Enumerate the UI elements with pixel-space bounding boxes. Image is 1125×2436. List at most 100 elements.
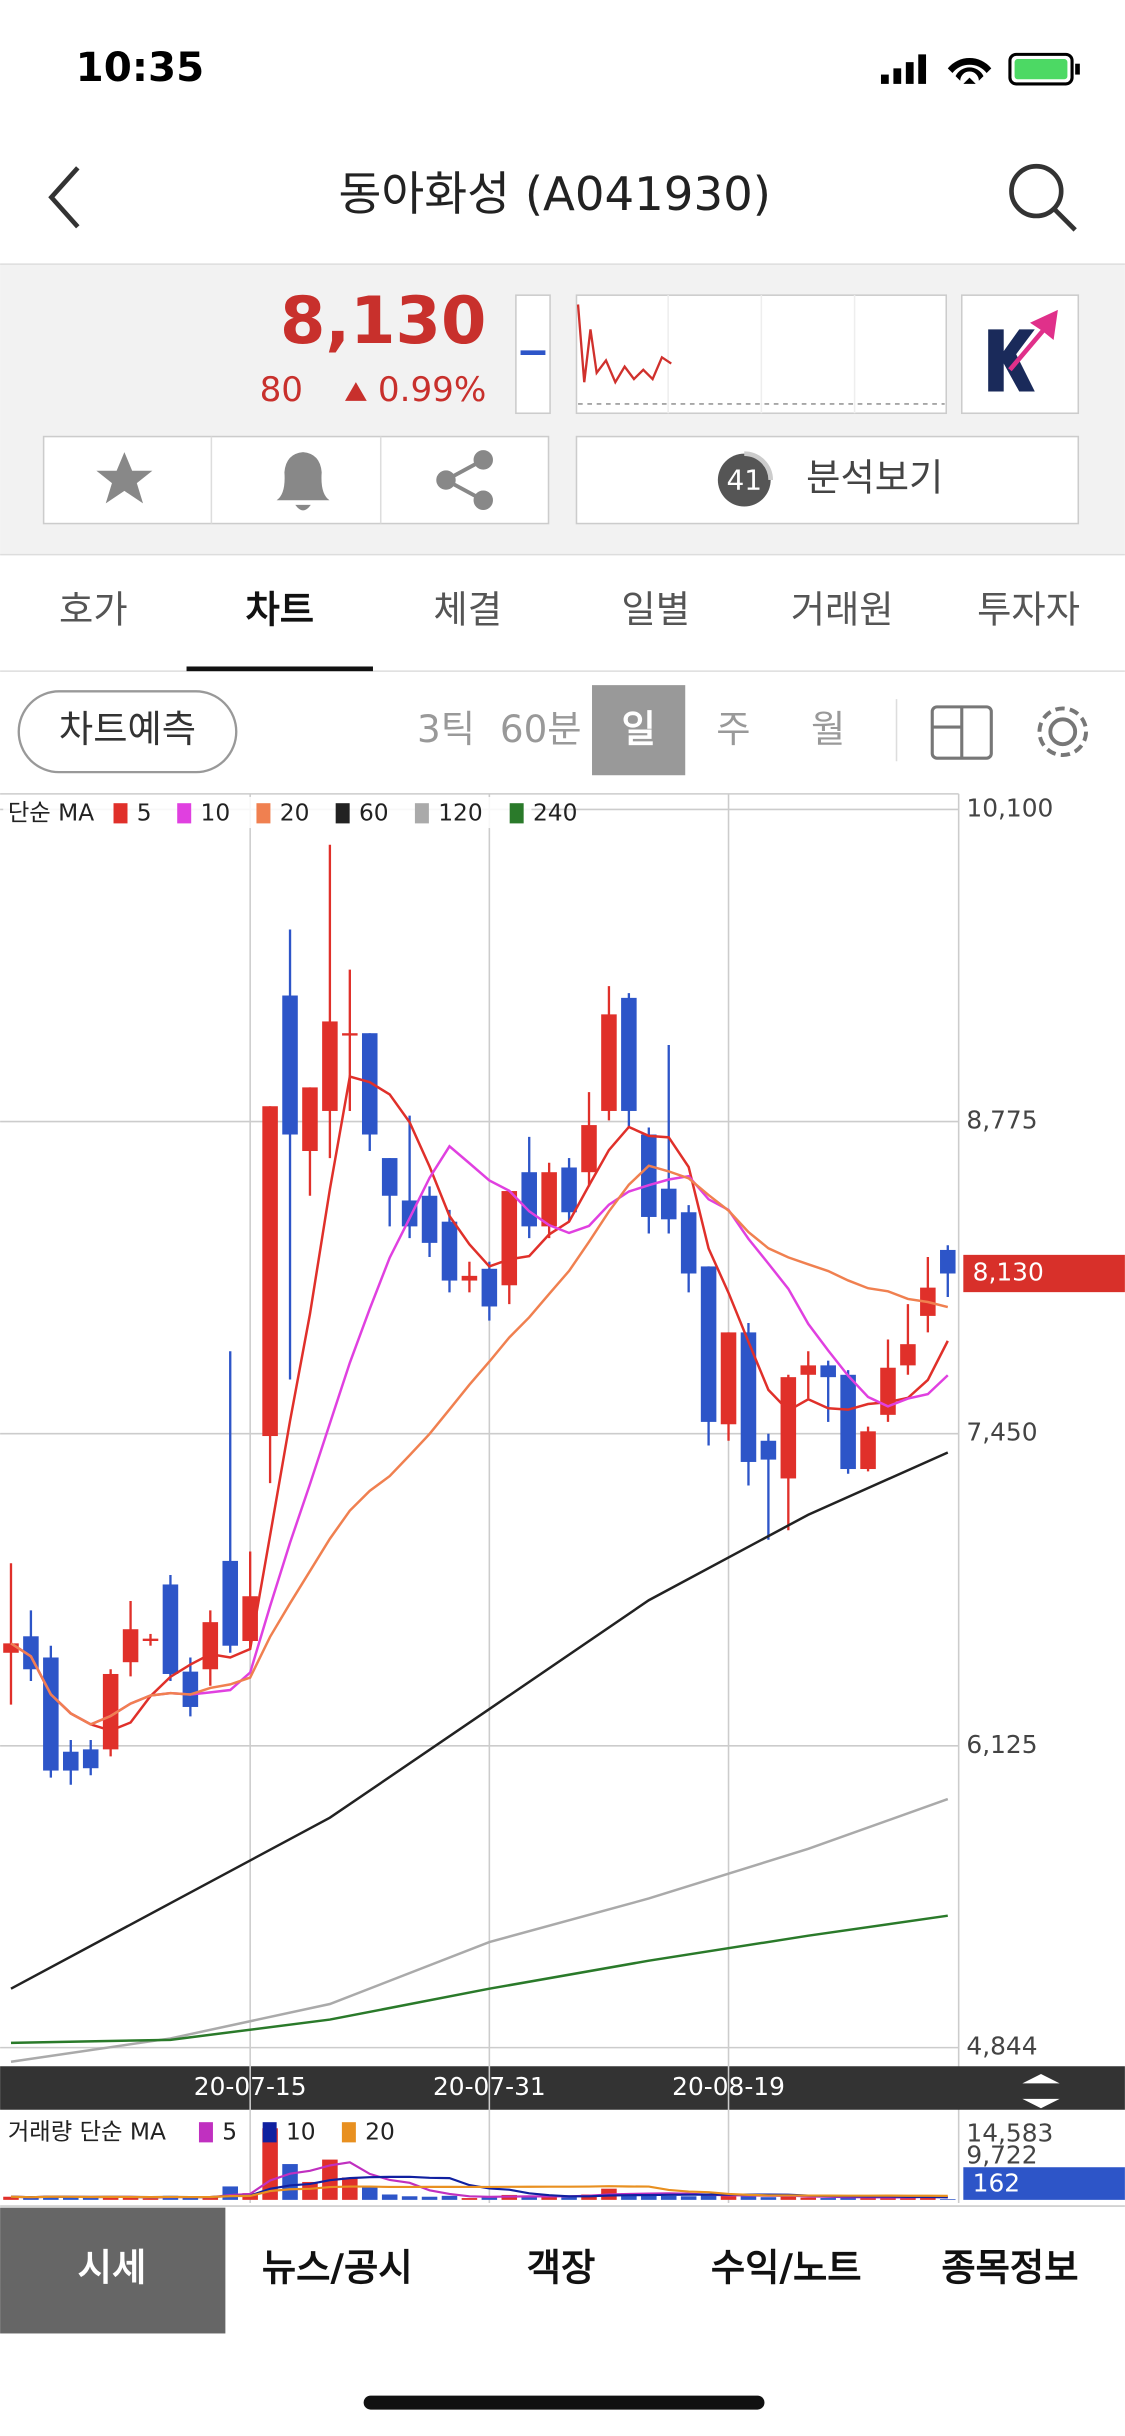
tab[interactable]: 체결	[433, 588, 502, 632]
candle-body	[780, 1377, 797, 1479]
y-tick-label: 4,844	[966, 2032, 1037, 2061]
candle-body	[421, 1195, 438, 1243]
candle-body	[880, 1367, 896, 1415]
candle-body	[700, 1266, 717, 1422]
period[interactable]: 60분	[500, 707, 582, 751]
ma-line	[10, 1074, 949, 1732]
volume-last-label: 162	[973, 2168, 1020, 2197]
change-percent: 0.99%	[378, 370, 487, 410]
tab[interactable]: 차트	[245, 588, 314, 632]
legend-swatch	[414, 803, 429, 824]
candle-body	[940, 1249, 956, 1274]
candle-body	[322, 1021, 338, 1111]
legend-label: 20	[280, 800, 310, 827]
volume-bar	[780, 2195, 797, 2200]
candle-body	[142, 1638, 159, 1641]
k-logo[interactable]	[960, 294, 1080, 415]
volume-bar	[481, 2197, 498, 2200]
candle-body	[262, 1106, 278, 1437]
volume-bar	[3, 2196, 19, 2200]
period[interactable]: 월	[811, 707, 845, 751]
legend-label: 240	[533, 800, 577, 827]
candle-body	[342, 1033, 358, 1036]
last-price-tag	[963, 1254, 1125, 1293]
legend-swatch	[341, 2122, 356, 2143]
candle-body	[381, 1158, 398, 1196]
candle-body	[162, 1584, 179, 1674]
volume-bar	[621, 2193, 637, 2200]
period[interactable]: 3틱	[417, 707, 475, 751]
bottom-tab[interactable]: 객장	[527, 2245, 596, 2289]
candle-body	[23, 1636, 39, 1670]
axis-toggle[interactable]	[1022, 2074, 1060, 2109]
tab[interactable]: 투자자	[977, 588, 1080, 632]
bottom-tab[interactable]: 뉴스/공시	[262, 2245, 413, 2289]
volume-bar	[421, 2196, 438, 2200]
share-button[interactable]	[436, 450, 493, 510]
bottom-tab[interactable]: 종목정보	[941, 2245, 1078, 2289]
back-button[interactable]	[48, 166, 80, 229]
alert-button[interactable]	[276, 452, 330, 511]
ma-line	[10, 1914, 948, 2045]
candle-body	[680, 1212, 697, 1274]
candle-body	[122, 1629, 139, 1663]
analysis-label: 분석보기	[806, 456, 943, 500]
volume-bar	[142, 2198, 159, 2200]
candle-body	[541, 1172, 557, 1227]
y-tick-label: 10,100	[966, 793, 1053, 822]
legend-swatch	[198, 2122, 213, 2143]
forecast-button[interactable]	[17, 690, 238, 774]
candle-body	[601, 1014, 617, 1111]
volume-bar	[860, 2197, 876, 2200]
legend-label: 10	[286, 2119, 316, 2146]
candle-body	[82, 1749, 99, 1769]
analysis-button[interactable]	[575, 435, 1080, 525]
legend-swatch	[509, 803, 524, 824]
tab[interactable]: 호가	[59, 588, 128, 632]
candle-body	[202, 1622, 219, 1670]
volume-bar	[381, 2194, 398, 2200]
candle-body	[800, 1365, 817, 1375]
tab[interactable]: 일별	[621, 588, 690, 632]
period[interactable]: 주	[716, 707, 750, 751]
candle-body	[641, 1134, 657, 1217]
volume-tick-label: 14,583	[966, 2119, 1053, 2148]
legend-label: 5	[137, 800, 152, 827]
legend-label: 120	[438, 800, 482, 827]
volume-bar	[641, 2194, 657, 2200]
candle-body	[621, 997, 637, 1111]
candle-body	[401, 1200, 418, 1227]
current-price: 8,130	[280, 283, 486, 359]
volume-bar	[82, 2197, 99, 2200]
candle-body	[63, 1751, 79, 1771]
legend-swatch	[113, 803, 128, 824]
volume-bar	[940, 2199, 956, 2200]
volume-bar	[760, 2197, 777, 2200]
volume-bar	[302, 2181, 318, 2200]
legend-label: 5	[222, 2119, 237, 2146]
ma-line	[10, 1451, 949, 1990]
candle-body	[581, 1125, 597, 1173]
bottom-tab[interactable]: 수익/노트	[711, 2245, 862, 2289]
volume-bar	[521, 2195, 537, 2200]
volume-last-tag	[963, 2167, 1125, 2200]
volume-bar	[222, 2186, 239, 2200]
layout-button[interactable]	[930, 705, 993, 760]
up-arrow	[345, 382, 367, 401]
header-title: 동아화성 (A041930)	[339, 167, 771, 221]
volume-bar	[401, 2196, 418, 2200]
volume-tick-label: 9,722	[966, 2140, 1037, 2169]
settings-button[interactable]	[1037, 706, 1088, 757]
candle-body	[740, 1332, 757, 1462]
volume-bar	[23, 2197, 39, 2200]
bottom-tab-selected	[0, 2207, 226, 2334]
home-indicator	[363, 2395, 765, 2410]
period[interactable]: 일	[621, 707, 655, 751]
tab[interactable]: 거래원	[791, 588, 894, 632]
analysis-count: 41	[726, 464, 762, 497]
favorite-button[interactable]	[96, 452, 153, 504]
search-button[interactable]	[1009, 163, 1077, 232]
bottom-tab[interactable]: 시세	[78, 2245, 147, 2289]
status-time: 10:35	[76, 44, 205, 91]
